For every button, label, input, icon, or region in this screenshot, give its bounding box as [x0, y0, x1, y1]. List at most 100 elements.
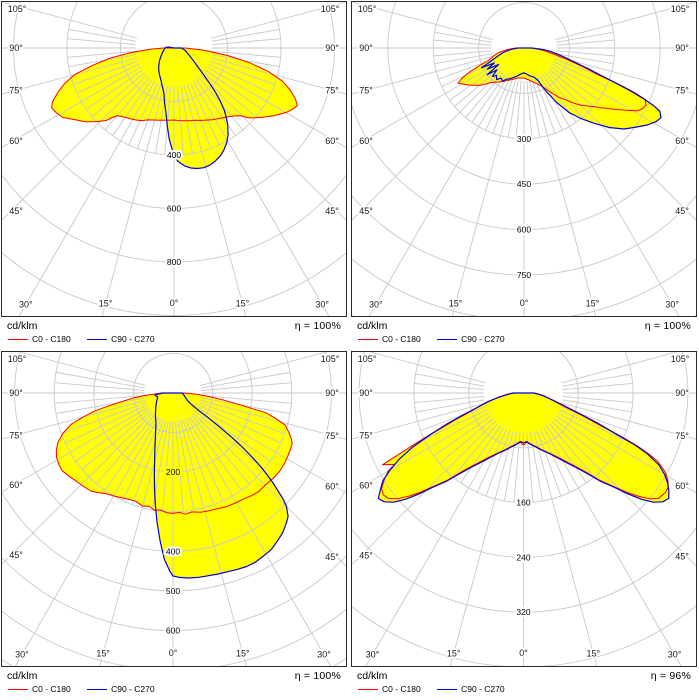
grid-spoke-minor — [81, 410, 152, 470]
polar-plot-bottom-left: 200 400 500 600 105° 105° 90° 90° 75° 75° 60° 60° 45… — [1, 351, 347, 667]
grid-spoke-major — [365, 426, 505, 666]
unit-label: cd/klm — [357, 670, 388, 682]
grid-spoke-minor — [420, 406, 487, 431]
curve-c90-c270 — [377, 392, 670, 503]
legend-label-c0-c180: C0 - C180 — [32, 334, 71, 344]
grid-spoke-minor — [544, 72, 583, 118]
angle-label: 15° — [449, 298, 463, 308]
grid-spoke-major — [2, 399, 146, 440]
legend-label-c90-c270: C90 - C270 — [461, 684, 505, 694]
grid-spoke-major — [179, 420, 247, 666]
angle-label: 0° — [169, 648, 178, 658]
grid-spoke-minor — [201, 371, 291, 389]
grid-spoke-minor — [414, 395, 485, 404]
grid-spoke-minor — [439, 418, 494, 464]
angle-label: 45° — [9, 550, 23, 560]
legend-line-c0-c180 — [358, 339, 378, 340]
grid-spoke-minor — [68, 54, 137, 68]
grid-spoke-minor — [55, 371, 145, 389]
angle-label: 45° — [9, 206, 23, 216]
polar-grid — [352, 352, 696, 666]
angle-label: 60° — [325, 136, 339, 146]
grid-spoke-major — [561, 402, 696, 440]
grid-spoke-minor — [201, 395, 292, 404]
grid-spoke-minor — [415, 399, 485, 413]
grid-spoke-major — [542, 426, 682, 666]
grid-spoke-minor — [414, 382, 485, 391]
unit-label: cd/klm — [7, 320, 38, 332]
legend-bottom-right: cd/klm η = 96% C0 - C180 C90 - C270 — [352, 669, 696, 695]
grid-spoke-minor — [182, 419, 215, 505]
angle-label: 30° — [15, 650, 29, 660]
grid-spoke-minor — [208, 63, 272, 94]
grid-spoke-minor — [198, 404, 281, 444]
unit-label: cd/klm — [357, 320, 388, 332]
grid-spoke-major — [200, 399, 346, 440]
grid-spoke-minor — [562, 382, 633, 391]
distribution-fill — [51, 47, 298, 169]
grid-spoke-minor — [553, 418, 608, 464]
grid-spoke-major — [200, 352, 327, 387]
efficiency-label: η = 100% — [294, 320, 341, 332]
grid-spoke-minor — [562, 399, 632, 413]
grid-spoke-major — [555, 56, 696, 95]
plot-area: 160 240 320 — [352, 352, 696, 666]
angle-label: 105° — [8, 354, 27, 364]
grid-spoke-minor — [513, 432, 521, 503]
legend-line-c0-c180 — [358, 689, 378, 690]
grid-spoke-minor — [210, 60, 275, 86]
grid-spoke-minor — [562, 373, 632, 387]
angle-label: 30° — [369, 300, 383, 310]
legend-label-c90-c270: C90 - C270 — [111, 334, 155, 344]
grid-spoke-major — [2, 412, 154, 565]
grid-spoke-minor — [559, 409, 624, 440]
legend-line-c90-c270 — [87, 689, 108, 690]
angle-label: 105° — [358, 354, 377, 364]
angle-label: 75° — [325, 86, 339, 96]
angle-label: 60° — [359, 481, 373, 491]
distribution-fill-path — [154, 393, 289, 578]
grid-spoke-major — [352, 56, 493, 95]
grid-spoke-major — [533, 430, 598, 666]
grid-spoke-major — [352, 70, 502, 221]
ring-label: 600 — [167, 204, 181, 214]
grid-spoke-minor — [529, 80, 541, 138]
grid-spoke-minor — [507, 80, 519, 138]
ring-label: 400 — [166, 546, 180, 556]
grid-spoke-major — [14, 417, 160, 666]
ring-label: 400 — [167, 150, 181, 160]
angle-label: 90° — [359, 388, 373, 398]
ring-label: 160 — [516, 498, 530, 508]
distribution-fill — [458, 48, 661, 129]
ring-labels: 300 450 600 750 — [515, 132, 533, 282]
grid-spoke-minor — [67, 38, 136, 46]
grid-spoke-minor — [189, 82, 220, 146]
panel-bottom-left: 200 400 500 600 105° 105° 90° 90° 75° 75° 60° 60° 45… — [0, 350, 349, 700]
panel-bottom-right: 160 240 320 105° 105° 90° 90° 75° 75° 60° 60° 45° 45… — [350, 350, 699, 700]
polar-grid — [2, 2, 346, 316]
grid-spoke-minor — [562, 395, 633, 404]
grid-spoke-minor — [504, 431, 518, 502]
grid-spoke-minor — [485, 77, 511, 131]
angle-label: 30° — [315, 300, 329, 310]
grid-spoke-minor — [555, 415, 614, 457]
legend-top-left: cd/klm η = 100% C0 - C180 C90 - C270 — [2, 319, 346, 345]
ring-label: 800 — [167, 257, 181, 267]
efficiency-label: η = 100% — [644, 320, 691, 332]
angle-label: 30° — [366, 650, 380, 660]
grid-spoke-major — [2, 2, 137, 39]
grid-spoke-major — [192, 81, 330, 316]
angle-label: 15° — [236, 298, 250, 308]
grid-spoke-minor — [556, 53, 614, 65]
curve-c90-c270 — [153, 392, 289, 579]
grid-spoke-minor — [545, 425, 587, 484]
angle-label: 75° — [675, 431, 689, 441]
angle-label: 15° — [236, 648, 250, 658]
grid-spoke-major — [352, 2, 493, 40]
angle-label: 60° — [9, 136, 23, 146]
legend-bottom-left: cd/klm η = 100% C0 - C180 C90 - C270 — [2, 669, 346, 695]
grid-spoke-major — [557, 412, 696, 493]
grid-spoke-major — [2, 406, 149, 493]
grid-spoke-minor — [485, 429, 511, 497]
distribution-fill — [56, 393, 293, 578]
